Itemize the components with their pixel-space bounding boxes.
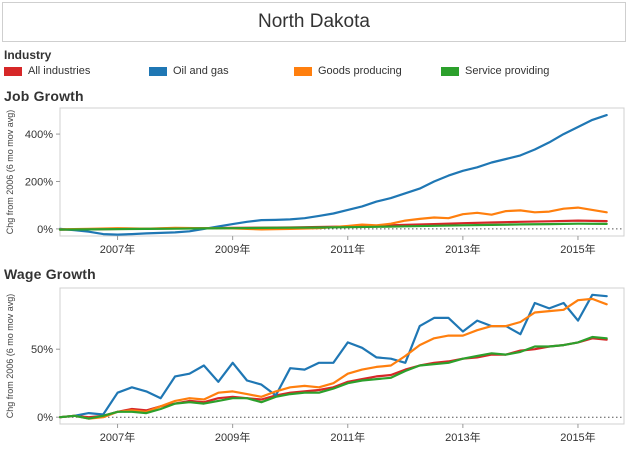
x-tick-label: 2015年 (560, 242, 595, 256)
y-tick-label: 50% (31, 344, 53, 356)
series-line-goods-producing (58, 297, 608, 420)
legend-swatch (441, 66, 459, 76)
y-tick-label: 0% (37, 224, 53, 236)
legend: Industry All industries Oil and gas Good… (4, 48, 624, 82)
legend-label: Service providing (465, 65, 550, 77)
series-line-service-providing (58, 222, 608, 231)
x-tick-label: 2011年 (330, 430, 365, 444)
y-axis-label: Chg from 2006 (6 mo mov avg) (5, 110, 15, 235)
x-tick-label: 2007年 (100, 242, 135, 256)
legend-swatch (149, 66, 167, 76)
x-tick-label: 2009年 (215, 430, 250, 444)
y-axis-label: Chg from 2006 (6 mo mov avg) (5, 294, 15, 419)
legend-label: Goods producing (318, 65, 402, 77)
page-title: North Dakota (2, 2, 626, 42)
y-tick-label: 400% (25, 129, 53, 141)
plot-area (59, 107, 625, 237)
legend-item-all-industries[interactable]: All industries (4, 65, 90, 77)
wage-growth-chart: Chg from 2006 (6 mo mov avg) 0% 50% 2007年 20… (5, 287, 625, 444)
legend-swatch (4, 66, 22, 76)
job-growth-title: Job Growth (4, 88, 84, 104)
y-tick-label: 0% (37, 412, 53, 424)
x-tick-label: 2009年 (215, 242, 250, 256)
legend-label: All industries (28, 65, 91, 77)
series-line-service-providing (58, 335, 608, 420)
legend-title: Industry (4, 48, 52, 62)
x-tick-label: 2007年 (100, 430, 135, 444)
x-tick-label: 2013年 (445, 242, 480, 256)
series-line-oil-and-gas (58, 114, 608, 236)
wage-growth-title: Wage Growth (4, 266, 96, 282)
x-tick-label: 2011年 (330, 242, 365, 256)
job-growth-chart: Chg from 2006 (6 mo mov avg) 0% 200% 400% 20… (5, 107, 625, 256)
x-tick-label: 2013年 (445, 430, 480, 444)
legend-item-goods-producing[interactable]: Goods producing (294, 65, 402, 77)
legend-swatch (294, 66, 312, 76)
legend-item-service-providing[interactable]: Service providing (441, 65, 549, 77)
series-line-oil-and-gas (58, 293, 608, 419)
x-tick-label: 2015年 (560, 430, 595, 444)
legend-item-oil-and-gas[interactable]: Oil and gas (149, 65, 229, 77)
legend-label: Oil and gas (173, 65, 229, 77)
plot-area (59, 287, 625, 425)
y-tick-label: 200% (25, 176, 53, 188)
series-line-goods-producing (58, 206, 608, 231)
